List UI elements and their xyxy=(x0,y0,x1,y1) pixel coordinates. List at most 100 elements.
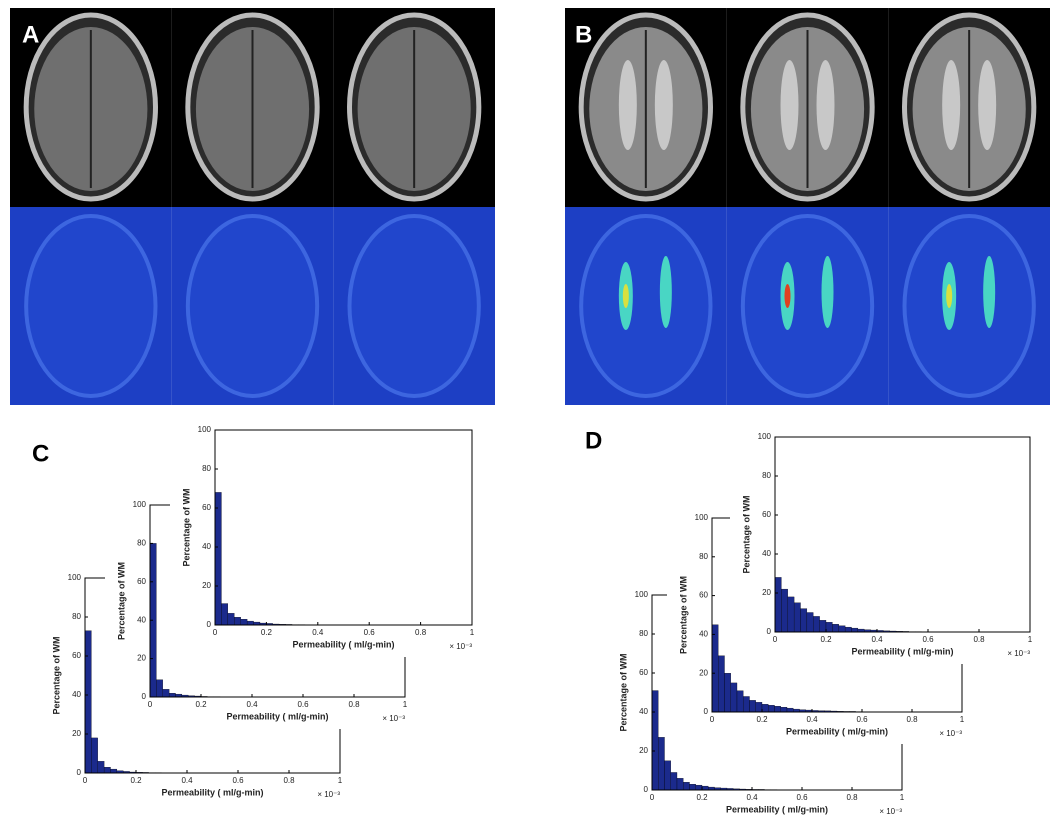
bar xyxy=(800,608,808,633)
y-tick-label: 100 xyxy=(695,513,709,522)
x-axis-label: Permeability ( ml/g-min) xyxy=(226,711,328,721)
y-axis-label: Percentage of WM xyxy=(741,495,751,573)
x-tick-label: 0.8 xyxy=(415,628,427,637)
bar xyxy=(743,696,750,713)
x-tick-label: 0.4 xyxy=(871,635,883,644)
x-axis-label: Permeability ( ml/g-min) xyxy=(786,726,888,736)
x-tick-label: 1 xyxy=(338,776,343,785)
x-tick-label: 0.4 xyxy=(806,715,818,724)
y-tick-label: 0 xyxy=(767,627,772,636)
y-tick-label: 40 xyxy=(137,615,146,624)
bar xyxy=(730,682,738,713)
x-tick-label: 0.6 xyxy=(232,776,244,785)
x-tick-label: 1 xyxy=(1028,635,1033,644)
y-tick-label: 20 xyxy=(137,654,146,663)
y-tick-label: 100 xyxy=(635,590,649,599)
bar xyxy=(838,625,846,633)
head-outline xyxy=(24,214,158,398)
bar xyxy=(701,785,709,791)
bar xyxy=(768,705,775,713)
y-tick-label: 60 xyxy=(202,503,211,512)
hot-spot xyxy=(659,256,672,328)
wm xyxy=(654,60,673,150)
bar xyxy=(718,655,725,713)
bar xyxy=(240,619,248,626)
x-tick-label: 0.2 xyxy=(820,635,832,644)
bar xyxy=(851,627,859,633)
y-tick-label: 80 xyxy=(72,612,81,621)
y-axis-label: Percentage of WM xyxy=(51,636,61,714)
x-tick-label: 0.2 xyxy=(261,628,273,637)
axes-frame xyxy=(214,429,473,626)
mri-images xyxy=(10,8,1050,405)
bar xyxy=(761,704,769,713)
histogram: 0 0.2 0.4 0.6 0.8 1 0 20 40 60 80 100 Permeability (… xyxy=(730,429,1043,664)
bar xyxy=(774,706,781,713)
hot-spot xyxy=(784,284,791,308)
x-tick-label: 0 xyxy=(148,700,153,709)
y-tick-label: 60 xyxy=(699,591,708,600)
y-tick-label: 80 xyxy=(639,629,648,638)
x-tick-label: 1 xyxy=(960,715,965,724)
bar xyxy=(755,702,763,713)
histogram: 0 0.2 0.4 0.6 0.8 1 0 20 40 60 80 100 Permeability (… xyxy=(170,422,485,657)
y-tick-label: 100 xyxy=(198,425,212,434)
y-tick-label: 80 xyxy=(762,471,771,480)
hot-spot xyxy=(946,284,953,308)
x-tick-label: 0.6 xyxy=(796,793,808,802)
y-tick-label: 40 xyxy=(72,690,81,699)
y-tick-label: 0 xyxy=(77,768,82,777)
x-tick-label: 0.6 xyxy=(364,628,376,637)
y-tick-label: 100 xyxy=(758,432,772,441)
bar xyxy=(711,624,719,713)
y-tick-label: 40 xyxy=(699,630,708,639)
y-tick-label: 20 xyxy=(699,668,708,677)
x-tick-label: 0.4 xyxy=(246,700,258,709)
bar xyxy=(97,761,105,774)
bar xyxy=(787,596,795,633)
x-tick-label: 0 xyxy=(650,793,655,802)
bar xyxy=(793,602,801,633)
bar xyxy=(658,737,665,791)
x-tick-label: 0 xyxy=(83,776,88,785)
x-tick-label: 1 xyxy=(403,700,408,709)
y-tick-label: 80 xyxy=(699,552,708,561)
x-tick-label: 0 xyxy=(710,715,715,724)
bar xyxy=(825,622,833,633)
hot-spot xyxy=(983,256,996,328)
x-tick-label: 0.4 xyxy=(181,776,193,785)
y-axis-label: Percentage of WM xyxy=(116,562,126,640)
x-tick-label: 1 xyxy=(900,793,905,802)
y-tick-label: 80 xyxy=(202,464,211,473)
y-tick-label: 40 xyxy=(202,542,211,551)
panel-label: B xyxy=(575,21,592,48)
panel-label: D xyxy=(585,427,602,454)
bar xyxy=(683,782,690,791)
wm xyxy=(816,60,835,150)
wm xyxy=(780,60,799,150)
y-tick-label: 0 xyxy=(142,692,147,701)
x-scale-label: × 10⁻³ xyxy=(382,714,405,723)
bar xyxy=(103,767,111,774)
bar xyxy=(832,624,839,633)
bar xyxy=(84,630,92,774)
bar xyxy=(234,617,241,626)
bar xyxy=(221,603,229,626)
x-axis-label: Permeability ( ml/g-min) xyxy=(161,787,263,797)
x-tick-label: 0 xyxy=(773,635,778,644)
y-tick-label: 80 xyxy=(137,539,146,548)
head-outline xyxy=(347,214,481,398)
bar xyxy=(156,679,163,698)
panel-label: A xyxy=(22,21,39,48)
bar xyxy=(168,693,176,698)
head-outline xyxy=(579,214,713,398)
x-tick-label: 0.6 xyxy=(297,700,309,709)
x-axis-label: Permeability ( ml/g-min) xyxy=(851,646,953,656)
bar xyxy=(736,690,744,713)
y-tick-label: 20 xyxy=(762,588,771,597)
bar xyxy=(806,612,814,633)
wm xyxy=(618,60,637,150)
hot-spot xyxy=(622,284,629,308)
x-scale-label: × 10⁻³ xyxy=(879,807,902,816)
